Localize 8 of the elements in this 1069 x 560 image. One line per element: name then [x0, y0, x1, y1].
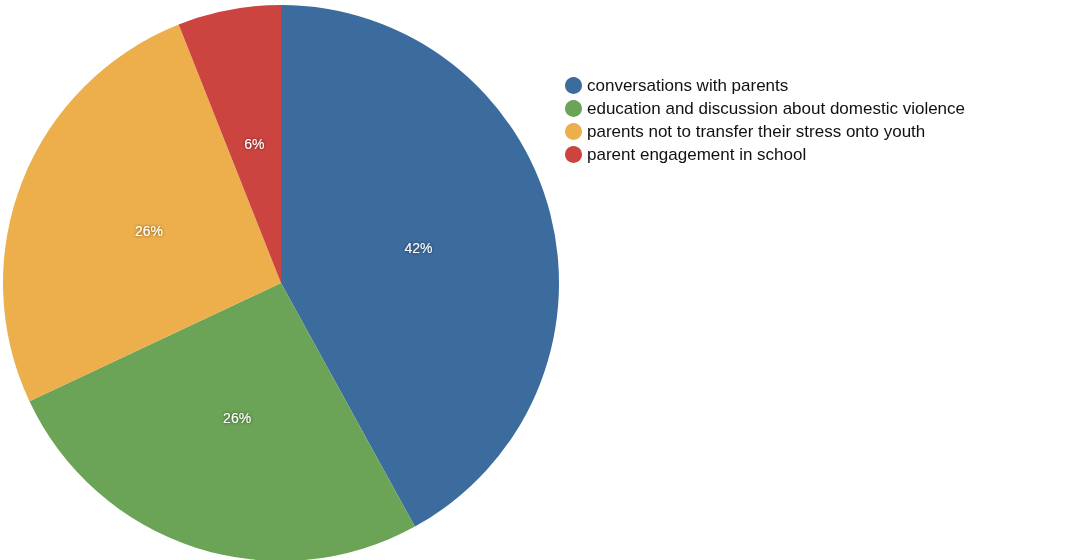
- data-label: 26%: [134, 222, 163, 239]
- legend-label: parent engagement in school: [587, 145, 807, 164]
- data-label: 26%: [223, 410, 252, 427]
- data-label: 6%: [244, 135, 265, 152]
- data-label: 42%: [404, 239, 433, 256]
- legend-label: conversations with parents: [587, 76, 789, 95]
- legend-label: education and discussion about domestic violence: [587, 99, 966, 118]
- legend-label: parents not to transfer their stress onto youth: [587, 122, 926, 141]
